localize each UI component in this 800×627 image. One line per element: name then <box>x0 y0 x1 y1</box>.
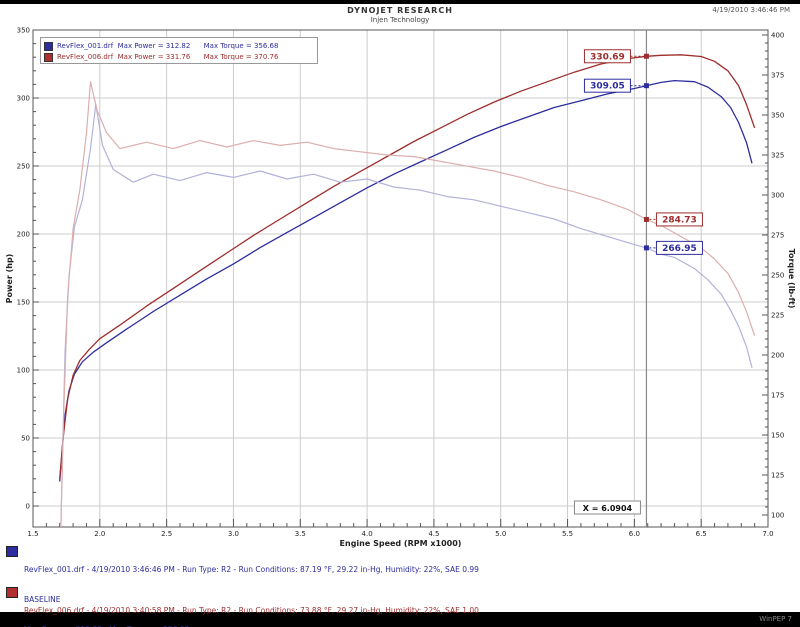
legend-row-intake[interactable]: RevFlex_006.drf Max Power = 331.76 Max T… <box>44 52 278 62</box>
print-datetime: 4/19/2010 3:46:46 PM <box>712 6 790 14</box>
x-tick-label: 6.5 <box>696 530 707 538</box>
footer-note: WinPEP 7 <box>759 615 792 623</box>
legend-box: RevFlex_001.drf Max Power = 312.82 Max T… <box>40 37 318 64</box>
y-right-tick-label: 125 <box>771 472 784 480</box>
y-right-tick-label: 150 <box>771 432 784 440</box>
curve-intake-power <box>59 54 756 479</box>
chart-paper <box>0 4 800 612</box>
x-tick-label: 7.0 <box>762 530 773 538</box>
legend-row-baseline[interactable]: RevFlex_001.drf Max Power = 312.82 Max T… <box>44 41 278 51</box>
y-right-tick-label: 175 <box>771 392 784 400</box>
x-tick-label: 3.0 <box>228 530 239 538</box>
run-name-line: BASELINE <box>24 595 61 604</box>
callout-value: 309.05 <box>590 82 625 92</box>
callout-value: 330.69 <box>590 52 625 62</box>
cursor-readout-value: X = 6.0904 <box>583 504 633 513</box>
y-left-tick-label: 300 <box>17 95 30 103</box>
x-tick-label: 6.0 <box>629 530 640 538</box>
baseline-color-swatch <box>44 41 53 51</box>
y-right-tick-label: 225 <box>771 312 784 320</box>
shop-subtitle: Injen Technology <box>370 16 430 24</box>
y-left-tick-label: 50 <box>21 435 30 443</box>
curve-baseline-torque <box>60 103 753 527</box>
callout-marker <box>643 245 649 251</box>
y-right-tick-label: 275 <box>771 232 784 240</box>
cursor-readout-box <box>573 500 641 515</box>
y-left-tick-label: 350 <box>17 27 30 35</box>
run-info-baseline[interactable]: RevFlex_001.drf - 4/19/2010 3:46:46 PM -… <box>6 545 786 627</box>
intake-color-swatch <box>6 587 18 598</box>
x-tick-label: 4.0 <box>362 530 373 538</box>
callout-value: 266.95 <box>662 244 697 254</box>
baseline-color-swatch <box>6 546 18 557</box>
y-left-tick-label: 250 <box>17 163 30 171</box>
y-left-tick-label: 0 <box>26 503 30 511</box>
x-tick-label: 5.5 <box>562 530 573 538</box>
legend-row-label: RevFlex_001.drf Max Power = 312.82 Max T… <box>57 42 279 50</box>
run-info-text: RevFlex_001.drf - 4/19/2010 3:46:46 PM -… <box>24 545 479 627</box>
x-tick-label: 1.5 <box>27 530 38 538</box>
y-right-tick-label: 375 <box>771 72 784 80</box>
callout-box <box>583 78 631 93</box>
callout-box <box>583 49 631 64</box>
y-right-tick-label: 400 <box>771 32 784 40</box>
y-right-tick-label: 300 <box>771 192 784 200</box>
run-conditions-line: RevFlex_001.drf - 4/19/2010 3:46:46 PM -… <box>24 565 479 574</box>
y-right-tick-label: 200 <box>771 352 784 360</box>
run-conditions-line: RevFlex_006.drf - 4/19/2010 3:40:58 PM -… <box>24 606 479 615</box>
curve-baseline-power <box>59 79 753 482</box>
callout-marker <box>643 216 649 222</box>
run-info-text: RevFlex_006.drf - 4/19/2010 3:40:58 PM -… <box>24 586 479 627</box>
callout-marker <box>643 83 649 89</box>
y-left-tick-label: 150 <box>17 299 30 307</box>
y-left-axis-title: Power (hp) <box>5 254 14 304</box>
y-right-axis-title: Torque (lb-ft) <box>787 249 796 309</box>
x-tick-label: 3.5 <box>295 530 306 538</box>
callout-box <box>655 212 703 227</box>
callout-box <box>655 240 703 255</box>
y-left-tick-label: 200 <box>17 231 30 239</box>
y-right-tick-label: 250 <box>771 272 784 280</box>
x-tick-label: 2.0 <box>94 530 105 538</box>
company-title: DYNOJET RESEARCH <box>347 6 453 15</box>
run-max-line: Max Power = 312.82 Max Torque = 356.68 <box>24 625 479 627</box>
legend-row-label: RevFlex_006.drf Max Power = 331.76 Max T… <box>57 53 279 61</box>
run-info-intake[interactable]: RevFlex_006.drf - 4/19/2010 3:40:58 PM -… <box>6 586 786 627</box>
x-tick-label: 4.5 <box>428 530 439 538</box>
callout-marker <box>643 53 649 59</box>
y-right-tick-label: 325 <box>771 152 784 160</box>
x-tick-label: 2.5 <box>161 530 172 538</box>
callout-value: 284.73 <box>662 215 697 225</box>
x-tick-label: 5.0 <box>495 530 506 538</box>
y-left-tick-label: 100 <box>17 367 30 375</box>
x-axis-title: Engine Speed (RPM x1000) <box>340 539 462 548</box>
curve-intake-torque <box>60 81 756 527</box>
y-right-tick-label: 350 <box>771 112 784 120</box>
plot-border <box>32 29 769 528</box>
y-right-tick-label: 100 <box>771 512 784 520</box>
intake-color-swatch <box>44 52 53 62</box>
